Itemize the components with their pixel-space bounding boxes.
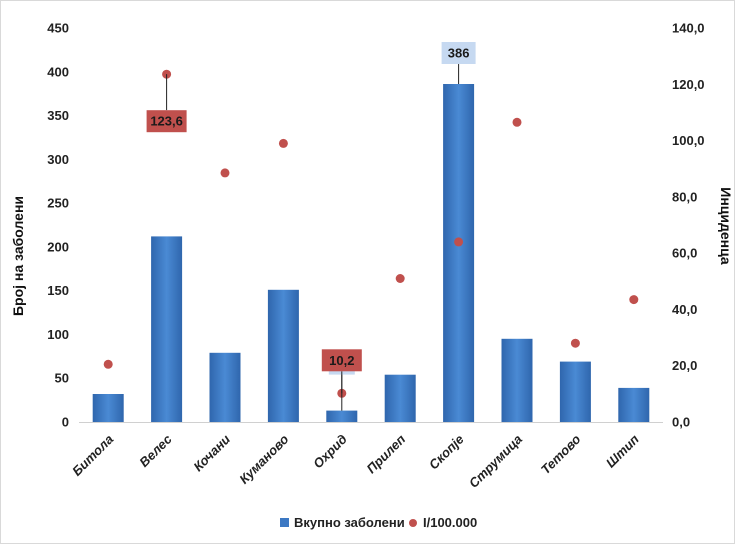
legend: Вкупно заболени I/100.000 (280, 515, 477, 530)
x-category-label: Кочани (190, 431, 233, 474)
x-category-label: Струмица (466, 432, 525, 491)
scatter-point (103, 359, 113, 369)
category-labels: Битола Велес Кочани Куманово Охрид Прилеп Скоп… (69, 431, 642, 491)
bar (559, 361, 591, 422)
y-tick-label: 400 (47, 64, 69, 79)
y2-tick-label: 100,0 (672, 133, 705, 148)
bar (209, 352, 241, 422)
legend-swatch-bars (280, 518, 289, 527)
y2-tick-label: 0,0 (672, 415, 690, 430)
left-axis-ticks: 0 50 100 150 200 250 300 350 400 450 (47, 21, 69, 430)
y2-tick-label: 60,0 (672, 246, 697, 261)
x-category-label: Штип (603, 431, 642, 470)
scatter-point (454, 237, 464, 247)
legend-swatch-points (409, 519, 417, 527)
bar (501, 338, 533, 422)
scatter-point (395, 274, 405, 283)
y-axis-title: Број на заболени (10, 196, 26, 316)
callout-label: 386 (448, 46, 470, 61)
legend-label-bars: Вкупно заболени (294, 515, 405, 530)
bar (267, 289, 299, 422)
bar (384, 374, 416, 422)
scatter-point (220, 168, 230, 178)
scatter-point (629, 295, 639, 305)
y2-tick-label: 80,0 (672, 189, 697, 204)
incidence-callout-box (146, 110, 187, 133)
scatter-point (512, 117, 522, 127)
bar (326, 410, 358, 422)
y2-tick-label: 20,0 (672, 358, 697, 373)
y-tick-label: 450 (47, 21, 69, 36)
y2-tick-label: 40,0 (672, 302, 697, 317)
scatter-point (278, 138, 288, 148)
scatter-point (570, 338, 580, 348)
y-tick-label: 300 (47, 152, 69, 167)
y-tick-label: 200 (47, 239, 69, 254)
bar (151, 236, 183, 422)
y-tick-label: 150 (47, 283, 69, 298)
y-tick-label: 0 (62, 415, 69, 430)
y2-axis-title: Инциденца (718, 187, 734, 265)
bar (618, 387, 650, 422)
right-axis-ticks: 0,0 20,0 40,0 60,0 80,0 100,0 120,0 140,0 (672, 21, 705, 430)
bar-series (92, 84, 650, 422)
y2-tick-label: 120,0 (672, 77, 705, 92)
callout-label: 10,2 (329, 353, 354, 368)
x-category-label: Тетово (538, 431, 584, 477)
y2-tick-label: 140,0 (672, 21, 705, 36)
y-tick-label: 250 (47, 196, 69, 211)
x-category-label: Куманово (236, 431, 291, 486)
count-callout-box (441, 42, 476, 64)
y-tick-label: 100 (47, 327, 69, 342)
x-category-label: Велес (136, 431, 175, 470)
bar (443, 84, 475, 422)
x-category-label: Битола (69, 432, 116, 479)
legend-label-points: I/100.000 (423, 515, 477, 530)
incidence-callout-box (321, 349, 362, 372)
x-category-label: Прилеп (364, 431, 409, 476)
x-category-label: Охрид (310, 432, 350, 472)
x-category-label: Скопје (426, 432, 467, 473)
callout-label: 123,6 (150, 114, 183, 129)
bar (92, 394, 124, 422)
y-tick-label: 50 (55, 371, 69, 386)
y-tick-label: 350 (47, 108, 69, 123)
scatter-series (103, 69, 639, 398)
